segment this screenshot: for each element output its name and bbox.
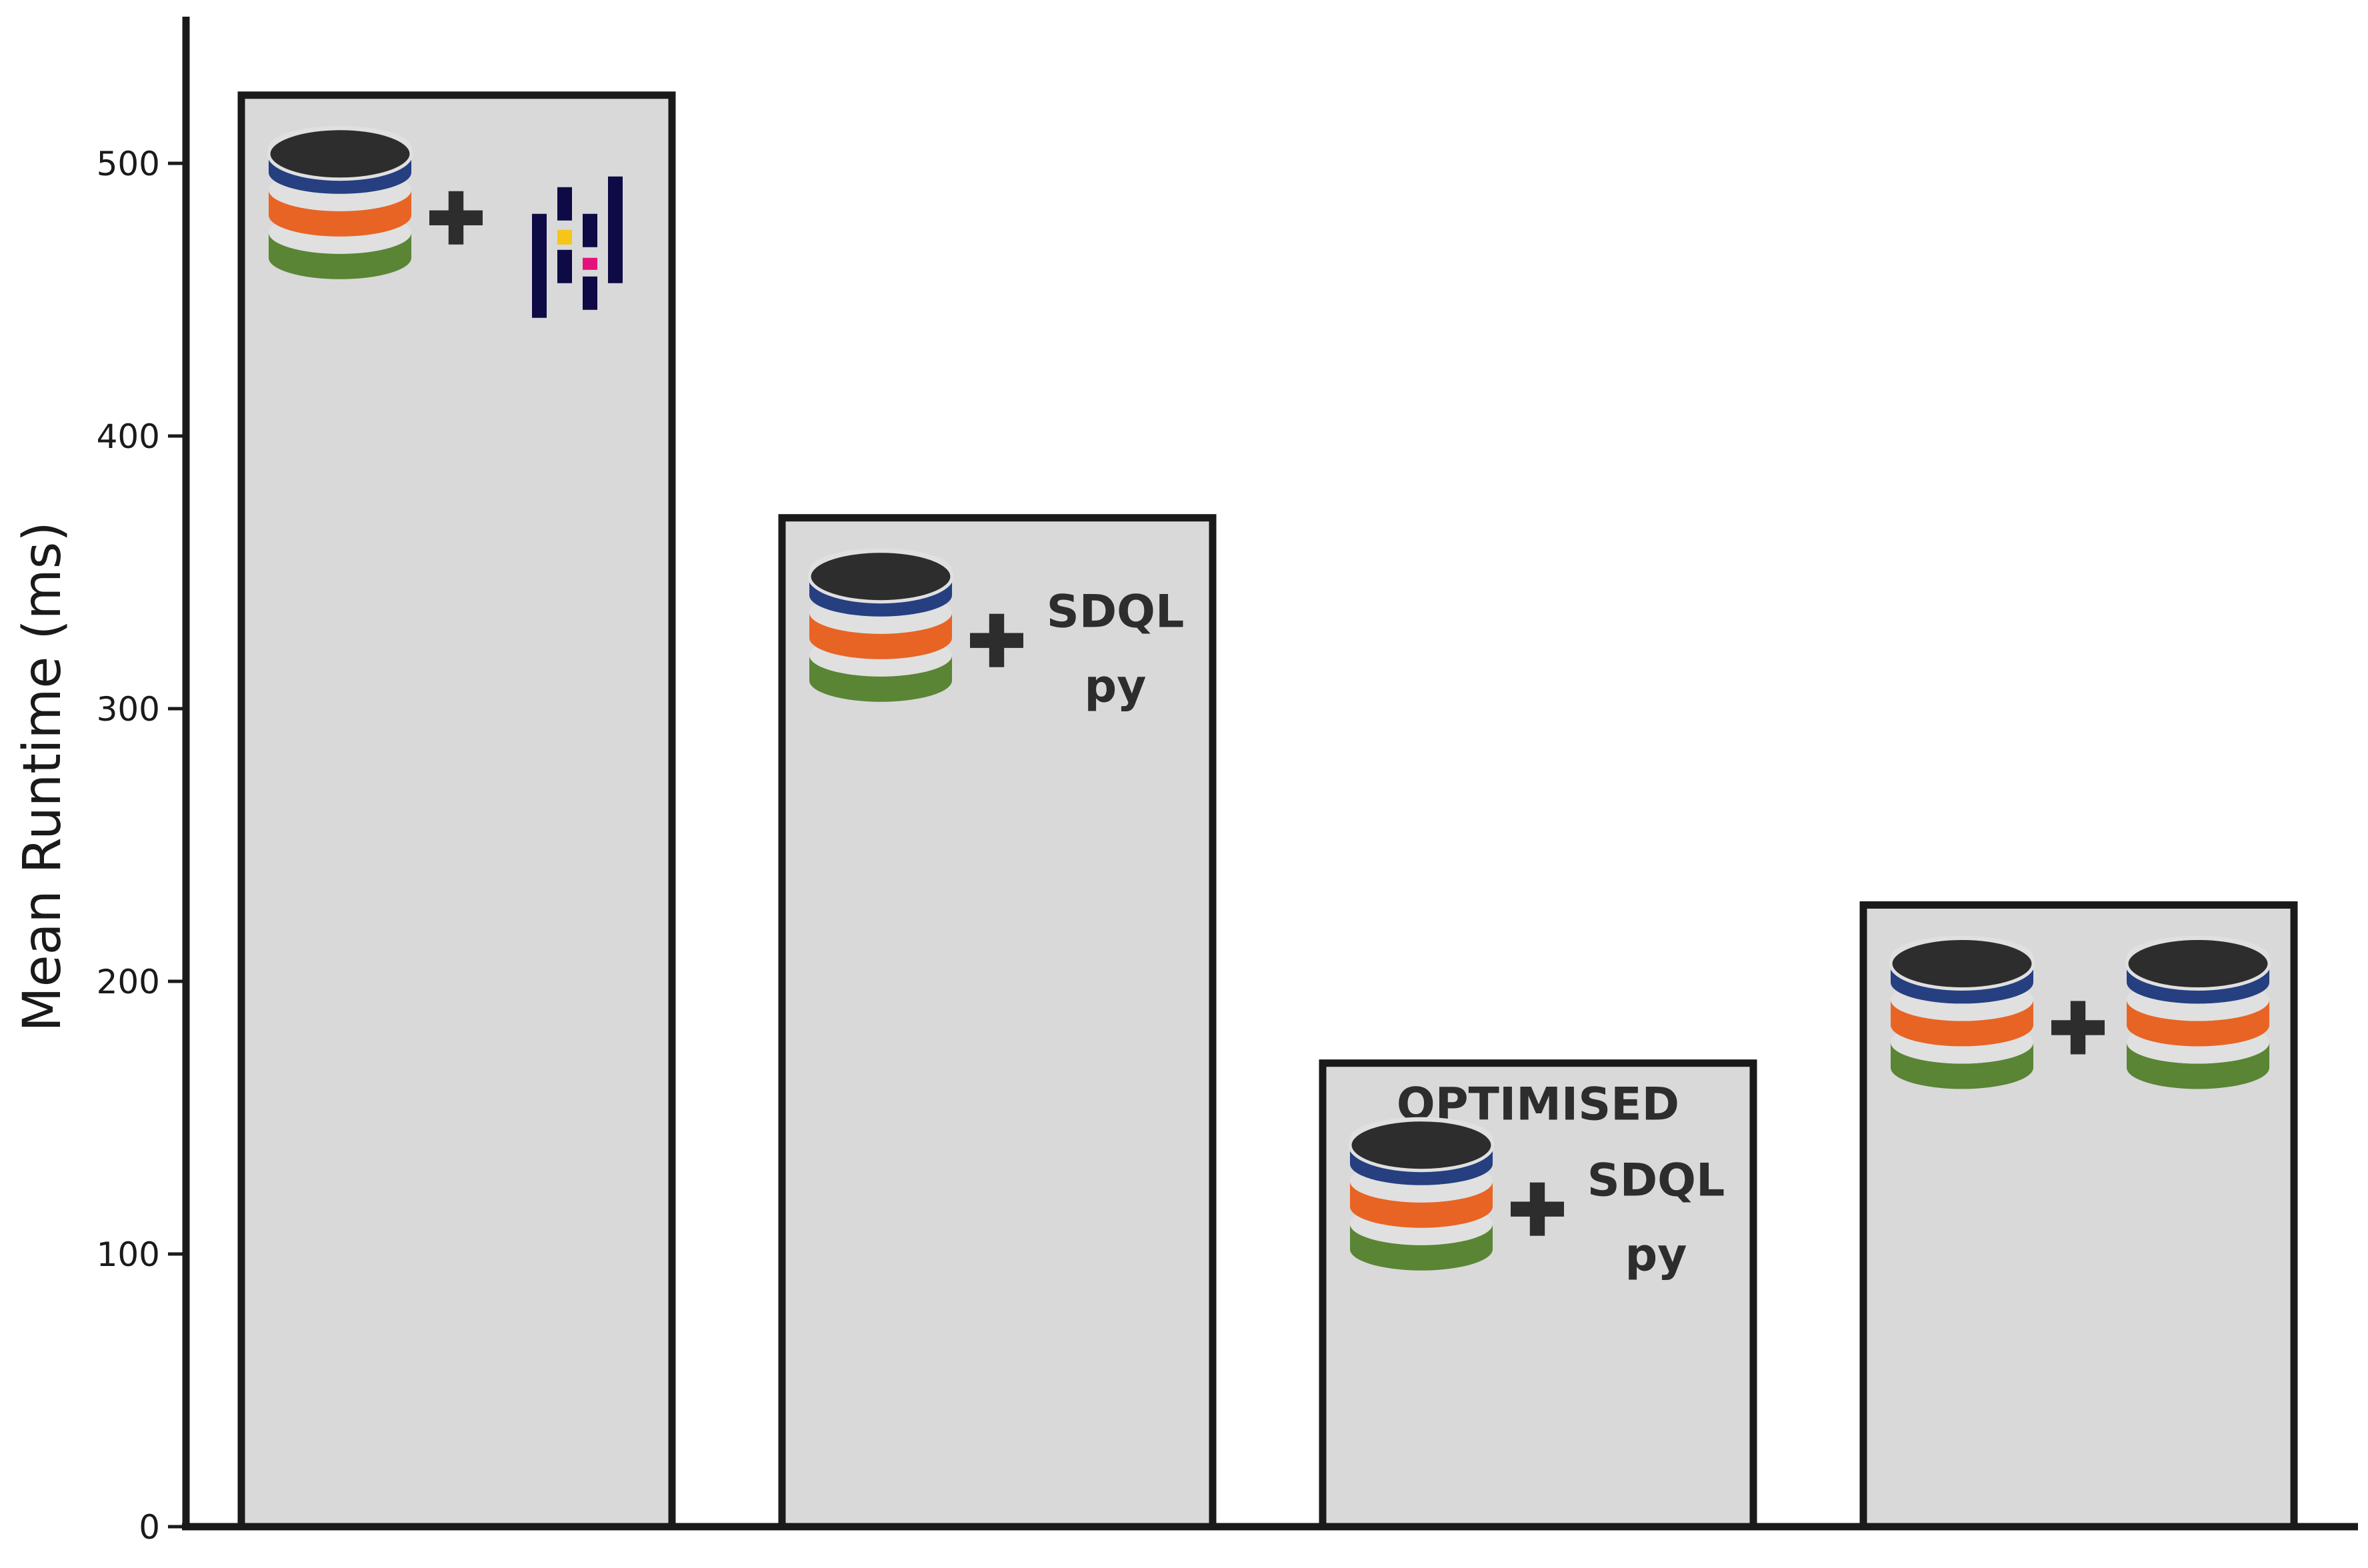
database-icon	[807, 548, 954, 702]
database-layer	[1891, 999, 2033, 1047]
bars-layer	[237, 91, 2298, 1531]
database-layer	[809, 612, 952, 659]
polars-logo-square	[557, 229, 572, 245]
y-axis-title: Mean Runtime (ms)	[13, 521, 73, 1031]
plus-icon	[1529, 1182, 1545, 1236]
database-icon	[1889, 935, 2035, 1089]
database-layer	[1891, 1042, 2033, 1089]
database-layer	[269, 189, 411, 237]
y-tick-label: 0	[139, 1508, 160, 1547]
database-top	[1348, 1118, 1495, 1173]
database-top	[267, 127, 413, 181]
database-icon	[2125, 935, 2271, 1089]
ticks-layer: 0 100 200 300 400 500	[97, 145, 186, 1547]
plus-icon	[989, 613, 1005, 667]
database-top	[807, 549, 954, 604]
sdqlpy-logo-text: py	[1625, 1229, 1687, 1282]
bar-annotation	[1889, 935, 2271, 1089]
sdqlpy-logo-text: py	[1084, 661, 1146, 713]
y-tick-label: 400	[97, 417, 160, 456]
bar-annotation	[267, 125, 623, 318]
y-tick-label: 100	[97, 1235, 160, 1274]
database-layer	[1350, 1223, 1493, 1271]
bar-annotation: SDQL py	[807, 548, 1185, 713]
plus-icon	[2070, 1001, 2086, 1055]
database-icon	[1348, 1117, 1495, 1271]
axes-layer	[182, 17, 2358, 1531]
database-layer	[2127, 999, 2269, 1047]
database-layer	[2127, 1042, 2269, 1089]
y-tick-label: 500	[97, 145, 160, 183]
y-tick-label: 300	[97, 690, 160, 729]
polars-logo-bar	[557, 249, 572, 283]
y-tick-label: 200	[97, 963, 160, 1001]
bar	[237, 91, 676, 1531]
database-top	[2125, 936, 2271, 991]
database-top	[1889, 936, 2035, 991]
database-layer	[809, 655, 952, 702]
database-layer	[269, 232, 411, 279]
sdqlpy-logo-text: SDQL	[1047, 586, 1185, 639]
polars-logo-square	[583, 257, 597, 270]
database-layer	[1350, 1181, 1493, 1228]
polars-logo-icon	[532, 176, 623, 318]
polars-logo-bar	[608, 176, 623, 283]
plus-icon	[448, 191, 464, 245]
polars-logo-bar	[532, 213, 547, 318]
database-icon	[267, 125, 413, 279]
sdqlpy-logo-text: SDQL	[1587, 1155, 1725, 1207]
polars-logo-bar	[583, 276, 597, 310]
polars-logo-bar	[557, 187, 572, 221]
polars-logo-bar	[583, 213, 597, 247]
